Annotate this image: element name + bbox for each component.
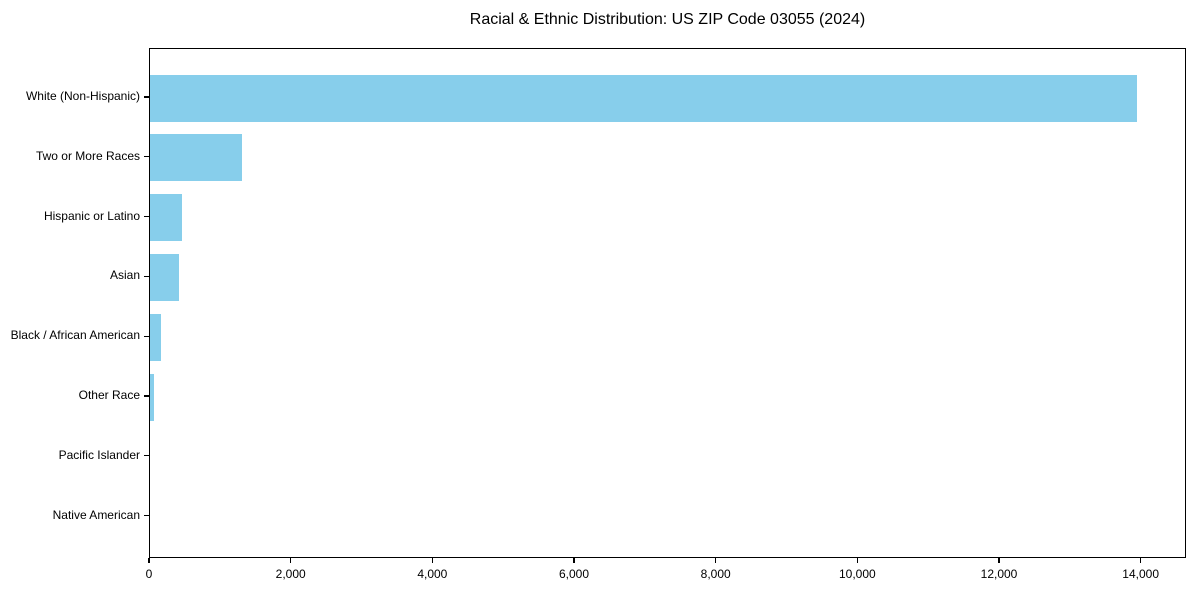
x-axis-tick	[289, 558, 292, 563]
bar-white-non-hispanic-	[150, 74, 1138, 122]
y-axis-label: White (Non-Hispanic)	[25, 89, 140, 103]
x-axis-tick-label: 12,000	[980, 567, 1018, 581]
y-axis-tick	[144, 156, 149, 158]
x-axis-tick	[856, 558, 859, 563]
x-axis-tick-label: 6,000	[558, 567, 590, 581]
y-axis-tick	[144, 455, 149, 457]
x-axis-tick	[714, 558, 717, 563]
x-axis-tick-label: 14,000	[1122, 567, 1159, 581]
y-axis-tick	[144, 96, 149, 98]
bar-two-or-more-races	[150, 134, 243, 182]
x-axis-tick	[431, 558, 434, 563]
bar-hispanic-or-latino	[150, 194, 182, 242]
y-axis-label: Native American	[52, 507, 140, 522]
plot-area	[149, 48, 1186, 558]
y-axis-label: Hispanic or Latino	[43, 208, 140, 223]
y-axis-tick	[144, 395, 149, 397]
bar-asian	[150, 253, 180, 301]
y-axis-label: Other Race	[78, 388, 140, 402]
x-axis-tick-label: 8,000	[700, 567, 731, 581]
y-axis-tick	[144, 335, 149, 337]
x-axis-tick	[998, 558, 1000, 563]
y-axis-tick	[144, 514, 149, 517]
y-axis-tick	[144, 275, 149, 278]
chart-title: Racial & Ethnic Distribution: US ZIP Cod…	[469, 11, 866, 28]
y-axis-label: Pacific Islander	[58, 447, 140, 462]
bar-black-african-american	[150, 313, 162, 361]
x-axis-tick-label: 10,000	[838, 567, 876, 581]
x-axis-tick	[1139, 558, 1142, 563]
x-axis-tick-label: 0	[145, 567, 153, 581]
x-axis-tick	[148, 558, 150, 563]
bar-other-race	[150, 373, 155, 421]
x-axis-tick	[573, 558, 575, 563]
x-axis-tick-label: 4,000	[417, 567, 448, 581]
y-axis-tick	[144, 215, 149, 218]
y-axis-label: Black / African American	[10, 328, 140, 343]
y-axis-label: Two or More Races	[35, 148, 140, 163]
y-axis-label: Asian	[109, 268, 140, 283]
x-axis-tick-label: 2,000	[275, 567, 306, 581]
